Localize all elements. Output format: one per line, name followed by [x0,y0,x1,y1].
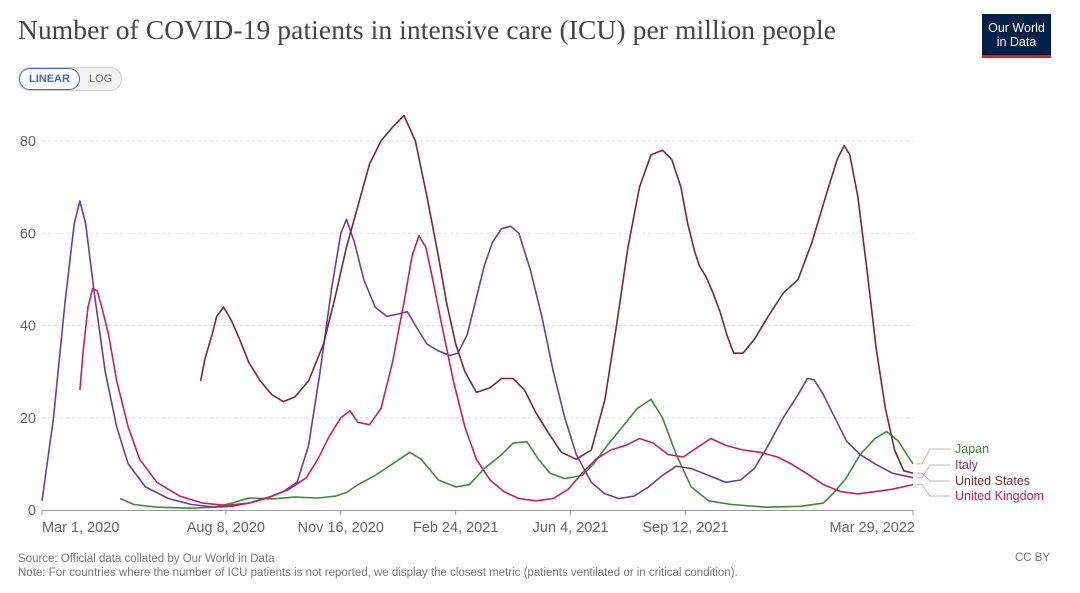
x-tick-label: Jun 4, 2021 [533,520,609,536]
x-tick-label: Nov 16, 2020 [298,520,384,536]
source-note: Source: Official data collated by Our Wo… [18,553,275,565]
legend-label: United States [955,474,1030,488]
owid-logo[interactable]: Our World in Data [982,14,1051,58]
y-tick-label: 60 [20,226,36,242]
legend-label: United Kingdom [955,489,1044,503]
x-tick-label: Sep 12, 2021 [642,520,728,536]
scale-toggle[interactable]: LINEAR LOG [18,67,123,91]
x-tick-label: Mar 1, 2020 [42,520,119,536]
log-scale-button[interactable]: LOG [88,73,113,85]
chart-title: Number of COVID-19 patients in intensive… [18,14,837,45]
x-tick-label: Aug 8, 2020 [187,520,265,536]
logo-line-2: in Data [996,35,1037,49]
series-line-italy [41,200,914,508]
logo-line-1: Our World [988,21,1045,35]
x-tick-label: Mar 29, 2022 [830,520,915,536]
y-tick-label: 40 [20,319,36,335]
series-line-united-kingdom [79,234,914,507]
legend-connector [916,464,950,479]
y-tick-label: 0 [28,503,36,519]
license-label: CC BY [1015,552,1051,564]
legend-label: Japan [955,442,989,456]
legend-label: Italy [955,458,979,472]
linear-scale-button[interactable]: LINEAR [19,68,80,90]
legend-connector [916,472,950,482]
y-tick-label: 80 [20,134,36,150]
x-tick-label: Feb 24, 2021 [413,520,498,536]
series-line-united-states [199,114,914,474]
footnote: Note: For countries where the number of … [18,567,738,579]
footer-notes: Source: Official data collated by Our Wo… [18,552,738,580]
legend-connector [916,448,950,465]
y-tick-label: 20 [20,411,36,427]
legend-connector [916,484,950,497]
series-line-japan [119,398,914,509]
